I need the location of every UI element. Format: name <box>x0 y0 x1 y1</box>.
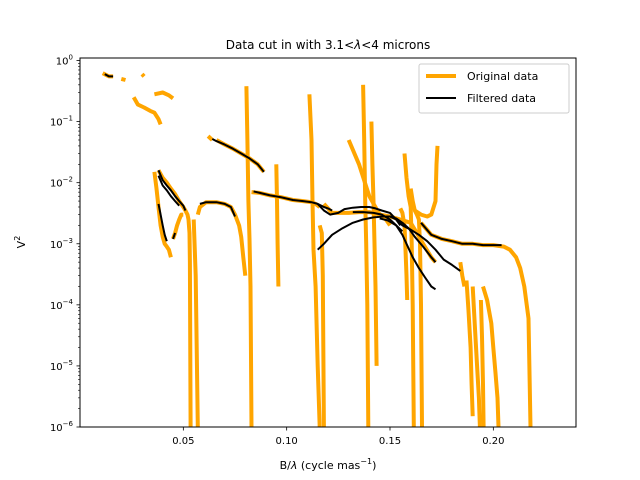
filtered-data-segment-8 <box>316 203 402 226</box>
x-axis-ticks: 0.05 0.10 0.15 0.20 <box>172 427 504 447</box>
y-tick-label-0: 10−6 <box>50 420 74 434</box>
y-tick-label-2: 10−4 <box>50 298 74 312</box>
filtered-data-segment-4 <box>172 232 177 240</box>
original-data-segment-24 <box>413 145 440 219</box>
plot-lines <box>101 71 533 427</box>
original-data-segment-5 <box>152 171 173 258</box>
y-tick-label-4: 10−2 <box>50 176 73 190</box>
filtered-data-segment-12 <box>389 215 461 272</box>
original-data-segment-26 <box>458 261 467 287</box>
original-data-segment-18 <box>361 84 371 427</box>
y-tick-label-3: 10−3 <box>50 237 73 251</box>
original-data-segment-15 <box>307 94 322 427</box>
original-data-segment-28 <box>470 286 482 427</box>
legend-label-original: Original data <box>467 70 538 83</box>
original-data-segment-21 <box>398 207 410 301</box>
plot-frame <box>79 57 577 428</box>
original-data-segment-22 <box>402 153 416 427</box>
original-data-segment-29 <box>478 299 486 427</box>
y-tick-label-6: 100 <box>56 54 73 68</box>
filtered-data-segment-7 <box>253 190 333 212</box>
original-data-segment-27 <box>464 280 475 417</box>
filtered-data-segment-5 <box>199 201 236 217</box>
x-tick-label-3: 0.20 <box>482 436 504 447</box>
filtered-data-segment-2 <box>157 175 180 207</box>
original-data-segment-30 <box>481 285 501 427</box>
original-data-segment-16 <box>317 224 326 427</box>
y-axis-ticks: 10−6 10−5 10−4 10−3 10−2 10−1 100 <box>50 54 80 434</box>
filtered-data-segment-3 <box>157 203 168 242</box>
y-tick-label-5: 10−1 <box>50 115 73 129</box>
chart-title: Data cut in with 3.1<λ<4 microns <box>226 38 430 52</box>
filtered-data-segment-13 <box>420 222 502 247</box>
x-tick-label-2: 0.15 <box>379 436 401 447</box>
x-tick-label-0: 0.05 <box>172 436 194 447</box>
original-data-segment-4 <box>140 72 146 78</box>
legend: Original data Filtered data <box>418 63 570 114</box>
x-axis-label: B/λ (cycle mas−1) <box>280 457 377 472</box>
original-data-segment-14 <box>274 164 281 287</box>
original-data-segment-1 <box>120 76 127 82</box>
filtered-data-segment-6 <box>211 138 265 173</box>
legend-box <box>418 63 570 114</box>
y-tick-label-1: 10−5 <box>50 359 73 373</box>
original-data-segment-2 <box>131 96 163 126</box>
legend-label-filtered: Filtered data <box>467 92 536 105</box>
y-axis-label: V2 <box>13 236 28 249</box>
original-data-segment-3 <box>153 90 175 100</box>
original-data-segment-12 <box>244 86 254 427</box>
original-data-segment-10 <box>206 134 214 142</box>
filtered-data-segment-9 <box>317 215 437 263</box>
filtered-data-segment-11 <box>379 217 404 233</box>
original-data-segment-23 <box>408 188 424 427</box>
filtered-data-segment-1 <box>157 169 187 211</box>
filtered-data-segment-0 <box>104 73 114 78</box>
original-data-segment-8 <box>191 219 200 427</box>
filtered-data-segment-10 <box>352 211 437 291</box>
x-tick-label-1: 0.10 <box>276 436 298 447</box>
original-data-segment-20 <box>369 121 379 366</box>
